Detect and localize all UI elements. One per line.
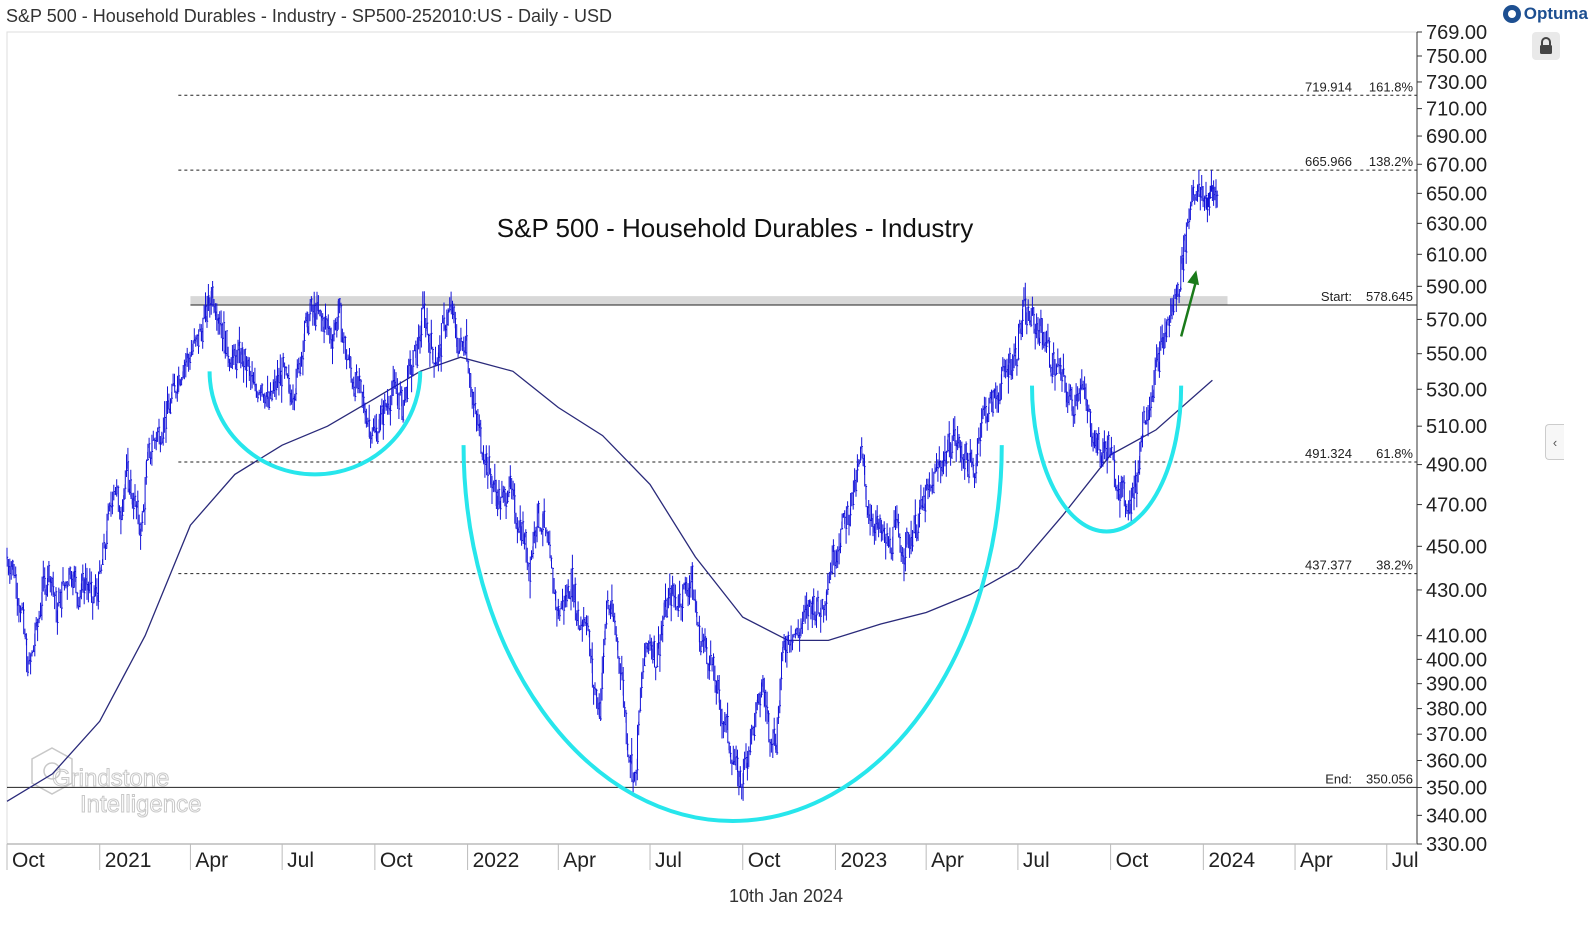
plot-frame (6, 31, 1418, 845)
y-tick-label: 400.00 (1426, 649, 1487, 671)
y-tick-label: 330.00 (1426, 834, 1487, 856)
x-tick-label: Apr (563, 849, 596, 872)
x-tick-label: Oct (380, 849, 413, 872)
y-tick-label: 710.00 (1426, 99, 1487, 121)
x-tick-label: Oct (12, 849, 45, 872)
y-tick-label: 410.00 (1426, 626, 1487, 648)
level-label-4: 437.377 (1305, 558, 1352, 573)
x-axis: Oct 2021 Apr Jul Oct 2022 Apr Jul Oct 2023 Apr Jul O… (6, 844, 1419, 872)
arrow-head-icon (1187, 270, 1200, 286)
level-label-2: Start: (1321, 289, 1352, 304)
y-tick-label: 550.00 (1426, 344, 1487, 366)
fibonacci-levels: 719.914 161.8% 665.966 138.2% Start: 578.645 4… (7, 79, 1417, 788)
chart-title: S&P 500 - Household Durables - Industry (497, 213, 973, 243)
watermark-line2: Intelligence (80, 791, 201, 818)
y-tick-label: 690.00 (1426, 126, 1487, 148)
level-value-4: 38.2% (1376, 558, 1413, 573)
watermark-logo-icon (31, 747, 73, 795)
y-tick-label: 750.00 (1426, 46, 1487, 68)
y-tick-label: 730.00 (1426, 72, 1487, 94)
resistance-band-rect (190, 296, 1228, 305)
x-tick-label: 2021 (105, 849, 152, 872)
breakout-arrow (1179, 270, 1200, 337)
level-label-1: 665.966 (1305, 154, 1352, 169)
y-tick-label: 650.00 (1426, 183, 1487, 205)
arc-cup (461, 445, 1004, 824)
y-tick-label: 350.00 (1426, 778, 1487, 800)
arc-left-shoulder (207, 371, 423, 477)
y-tick-label: 360.00 (1426, 750, 1487, 772)
watermark-line1: Grindstone (52, 765, 169, 792)
optuma-brand: Optuma (1502, 4, 1588, 24)
level-value-3: 61.8% (1376, 446, 1413, 461)
y-tick-label: 570.00 (1426, 309, 1487, 331)
y-tick-label: 470.00 (1426, 495, 1487, 517)
arrow-shaft (1179, 279, 1198, 337)
y-tick-label: 769.00 (1426, 22, 1487, 44)
moving-average-line (6, 356, 1213, 802)
chart-date: 10th Jan 2024 (728, 886, 844, 906)
pattern-arcs (207, 371, 1182, 824)
x-tick-label: 2024 (1208, 849, 1255, 872)
y-tick-label: 530.00 (1426, 379, 1487, 401)
level-value-2: 578.645 (1366, 289, 1413, 304)
y-tick-label: 430.00 (1426, 580, 1487, 602)
x-tick-label: Apr (1300, 849, 1333, 872)
y-tick-label: 390.00 (1426, 674, 1487, 696)
lock-button[interactable] (1532, 32, 1560, 60)
chevron-left-icon: ‹ (1552, 434, 1558, 450)
brand-name: Optuma (1523, 4, 1588, 23)
y-tick-label: 450.00 (1426, 536, 1487, 558)
watermark: Grindstone Intelligence (31, 747, 202, 819)
resistance-band (190, 296, 1228, 305)
price-bars (6, 169, 1219, 801)
lock-icon (1540, 37, 1552, 54)
arc-right-shoulder (1032, 386, 1181, 532)
x-tick-label: 2022 (473, 849, 520, 872)
level-value-5: 350.056 (1366, 771, 1413, 786)
price-chart[interactable]: Grindstone Intelligence 719.914 161.8% 665… (0, 0, 1572, 880)
x-tick-label: Jul (287, 849, 314, 872)
y-tick-label: 380.00 (1426, 699, 1487, 721)
panel-collapse-tab[interactable]: ‹ (1545, 424, 1564, 460)
moving-average (6, 356, 1213, 802)
x-tick-label: Apr (195, 849, 228, 872)
x-tick-label: Jul (1392, 849, 1419, 872)
level-label-0: 719.914 (1305, 79, 1352, 94)
x-tick-label: Oct (748, 849, 781, 872)
x-tick-label: 2023 (840, 849, 887, 872)
optuma-logo-icon (1502, 5, 1521, 23)
chart-header-title: S&P 500 - Household Durables - Industry … (6, 6, 612, 26)
y-tick-label: 340.00 (1426, 805, 1487, 827)
y-tick-label: 630.00 (1426, 213, 1487, 235)
level-label-3: 491.324 (1305, 446, 1352, 461)
level-value-0: 161.8% (1369, 79, 1414, 94)
y-tick-label: 510.00 (1426, 416, 1487, 438)
y-tick-label: 490.00 (1426, 455, 1487, 477)
x-tick-label: Apr (931, 849, 964, 872)
y-tick-label: 610.00 (1426, 244, 1487, 266)
y-tick-label: 670.00 (1426, 154, 1487, 176)
level-label-5: End: (1325, 771, 1352, 786)
level-value-1: 138.2% (1369, 154, 1414, 169)
price-series (6, 169, 1219, 801)
x-tick-label: Oct (1116, 849, 1149, 872)
x-tick-label: Jul (655, 849, 682, 872)
x-tick-label: Jul (1023, 849, 1050, 872)
y-tick-label: 370.00 (1426, 724, 1487, 746)
y-tick-label: 590.00 (1426, 276, 1487, 298)
